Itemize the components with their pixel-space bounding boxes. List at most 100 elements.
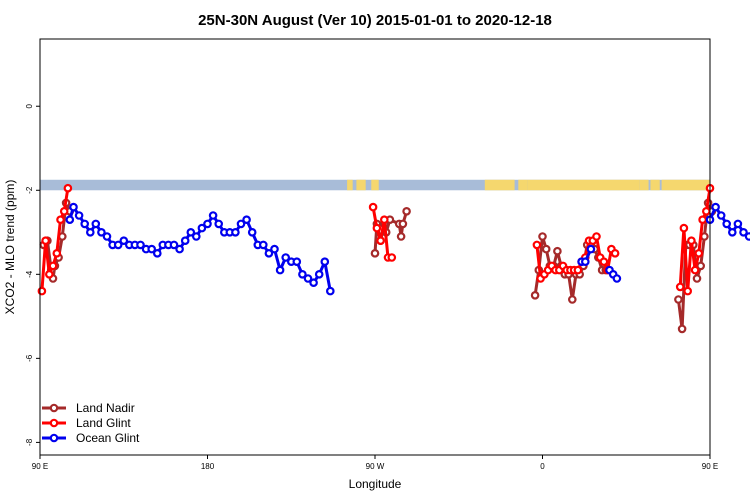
data-point-ocean-glint: [716, 211, 726, 220]
land-band: [650, 179, 660, 191]
data-point-ocean-glint: [186, 228, 196, 237]
legend-swatch-marker: [49, 418, 59, 428]
data-point-ocean-glint: [247, 228, 257, 237]
chart-title: 25N-30N August (Ver 10) 2015-01-01 to 20…: [198, 12, 552, 29]
data-point-ocean-glint: [258, 240, 268, 250]
data-point-ocean-glint: [580, 257, 590, 267]
data-point-land-glint: [687, 236, 696, 246]
data-point-land-nadir: [674, 295, 683, 304]
y-tick-label: -6: [25, 354, 34, 362]
land-band: [347, 179, 353, 191]
data-point-ocean-glint: [136, 240, 145, 250]
data-point-ocean-glint: [303, 274, 313, 283]
y-tick-label: 0: [25, 103, 34, 108]
data-point-land-glint: [376, 236, 385, 246]
data-point-ocean-glint: [175, 244, 184, 254]
land-band: [527, 179, 640, 191]
data-point-land-glint: [56, 215, 65, 225]
data-point-land-glint: [387, 253, 397, 262]
series-land-glint: [37, 183, 715, 296]
data-point-land-glint: [379, 215, 389, 225]
data-point-ocean-glint: [242, 215, 251, 225]
data-point-ocean-glint: [65, 215, 75, 225]
land-band: [518, 179, 528, 191]
data-point-ocean-glint: [711, 202, 720, 212]
data-point-ocean-glint: [270, 244, 279, 254]
x-tick-label: 0: [540, 462, 545, 471]
data-point-ocean-glint: [292, 257, 302, 267]
legend-label: Ocean Glint: [76, 431, 140, 445]
data-point-ocean-glint: [320, 257, 330, 267]
data-point-ocean-glint: [298, 269, 307, 279]
data-point-land-glint: [701, 207, 711, 216]
data-point-land-nadir: [402, 207, 411, 216]
data-point-land-nadir: [530, 290, 540, 300]
land-band: [661, 179, 710, 191]
x-tick-label: 180: [201, 462, 215, 471]
x-tick-label: 90 E: [32, 462, 48, 471]
data-point-land-glint: [683, 286, 693, 296]
data-point-ocean-glint: [739, 228, 748, 237]
legend-item-land-glint: Land Glint: [42, 416, 131, 430]
y-tick-label: -4: [25, 270, 34, 278]
data-point-ocean-glint: [314, 269, 324, 279]
data-point-ocean-glint: [208, 211, 218, 220]
data-point-land-glint: [592, 232, 601, 241]
y-axis-label: XCO2 - MLO trend (ppm): [3, 180, 17, 315]
legend-item-land-nadir: Land Nadir: [42, 401, 135, 415]
data-point-ocean-glint: [169, 240, 179, 250]
data-point-land-nadir: [553, 246, 562, 256]
data-point-land-glint: [48, 261, 58, 271]
data-point-land-nadir: [538, 232, 547, 241]
data-point-ocean-glint: [325, 286, 335, 296]
data-point-ocean-glint: [197, 223, 207, 233]
data-point-ocean-glint: [86, 228, 95, 237]
legend-item-ocean-glint: Ocean Glint: [42, 431, 140, 445]
legend-label: Land Glint: [76, 416, 131, 430]
data-point-land-nadir: [370, 249, 380, 258]
x-tick-label: 90 W: [366, 462, 385, 471]
data-point-ocean-glint: [727, 228, 737, 237]
data-point-land-glint: [368, 202, 378, 212]
data-point-land-nadir: [677, 324, 687, 334]
data-point-ocean-glint: [264, 249, 274, 258]
series-layer: [37, 183, 750, 334]
data-point-land-glint: [694, 249, 704, 258]
data-point-ocean-glint: [281, 253, 291, 262]
data-point-ocean-glint: [733, 219, 743, 229]
data-point-land-nadir: [396, 232, 406, 241]
data-point-land-glint: [532, 240, 542, 250]
data-point-land-glint: [41, 236, 50, 246]
data-point-land-glint: [698, 215, 707, 225]
data-point-ocean-glint: [231, 228, 240, 237]
data-point-ocean-glint: [236, 219, 246, 229]
land-sea-strip: [40, 179, 710, 191]
y-tick-label: -2: [25, 186, 34, 194]
series-ocean-glint: [65, 202, 750, 296]
data-point-land-glint: [59, 207, 69, 216]
data-point-land-glint: [675, 282, 685, 292]
data-point-land-glint: [599, 257, 609, 267]
data-point-land-nadir: [541, 244, 551, 254]
data-point-land-nadir: [398, 219, 408, 229]
legend-swatch-marker: [49, 433, 59, 443]
data-point-ocean-glint: [102, 232, 112, 241]
data-point-ocean-glint: [309, 278, 318, 288]
x-tick-label: 90 E: [702, 462, 718, 471]
data-point-land-glint: [573, 265, 583, 275]
legend-swatch-marker: [49, 403, 59, 413]
y-tick-label: -8: [25, 438, 34, 446]
data-point-ocean-glint: [153, 249, 162, 258]
data-point-ocean-glint: [214, 219, 224, 229]
x-axis-label: Longitude: [349, 477, 402, 491]
data-point-ocean-glint: [275, 265, 285, 275]
data-point-ocean-glint: [180, 236, 190, 246]
land-band: [371, 179, 379, 191]
data-point-ocean-glint: [744, 232, 750, 241]
x-axis: 90 E 180 90 W 0 90 E: [32, 455, 718, 471]
data-point-ocean-glint: [586, 244, 596, 254]
data-point-ocean-glint: [113, 240, 123, 250]
land-band: [639, 179, 649, 191]
